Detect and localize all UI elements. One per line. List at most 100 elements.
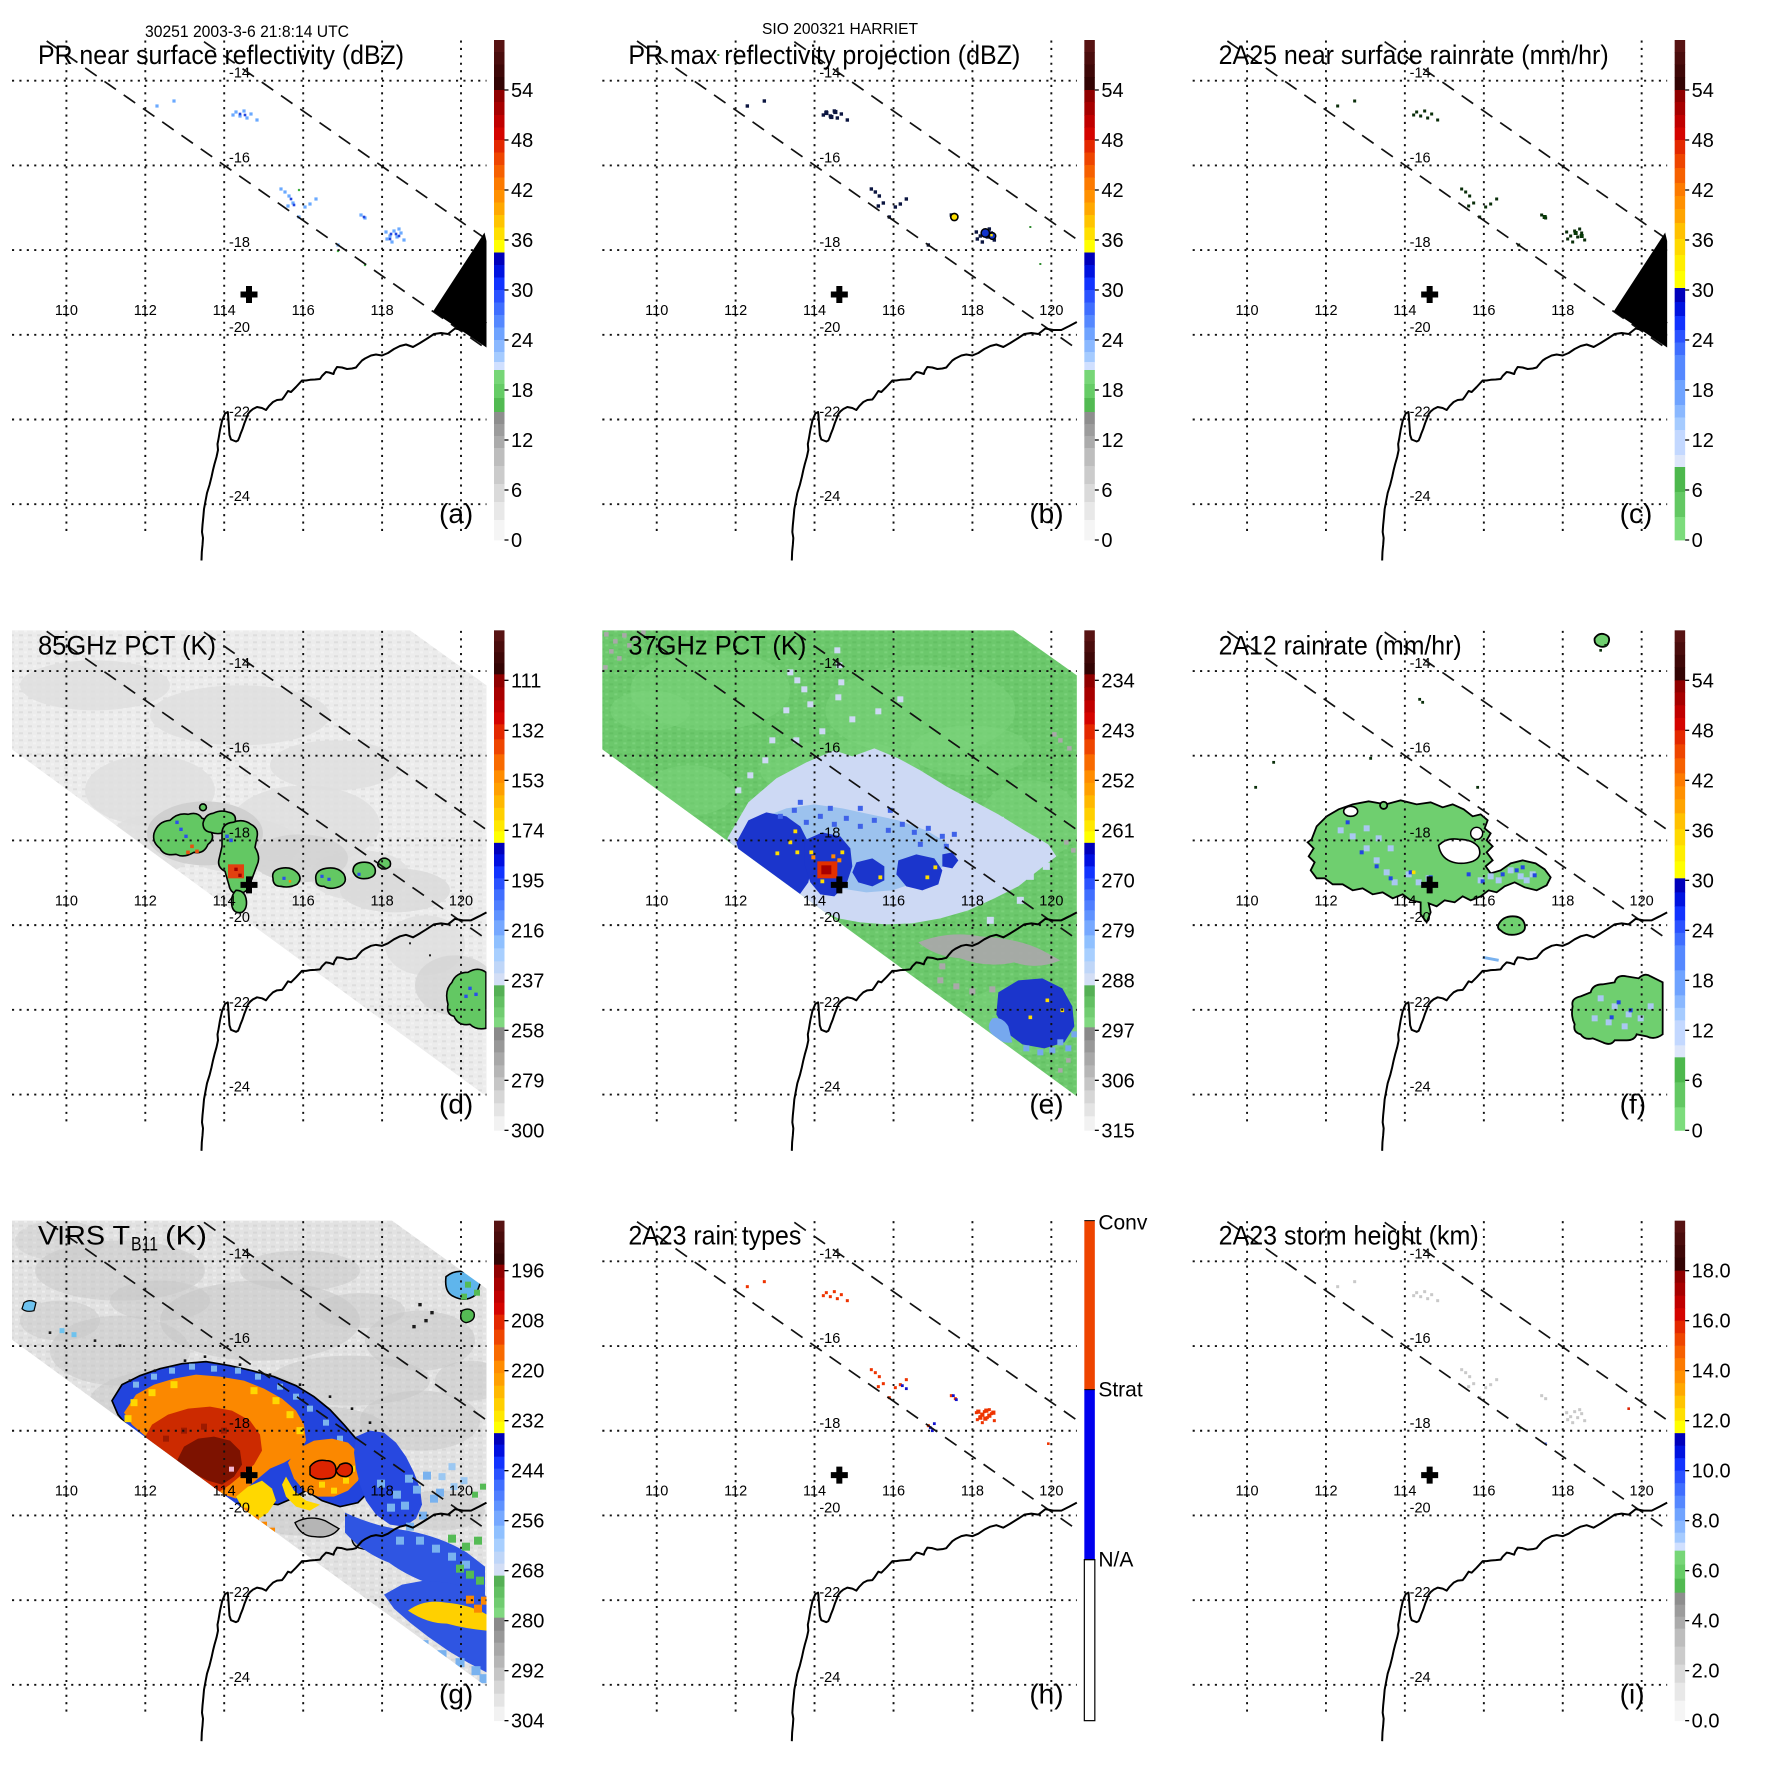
svg-text:0: 0 [1692,1120,1703,1142]
svg-text:42: 42 [1692,770,1714,792]
svg-text:304: 304 [511,1711,544,1733]
svg-text:30: 30 [1101,280,1123,302]
svg-text:174: 174 [511,820,544,842]
svg-text:SIO 200321 HARRIET: SIO 200321 HARRIET [762,21,918,38]
svg-text:18.0: 18.0 [1692,1261,1731,1283]
svg-text:280: 280 [511,1611,544,1633]
svg-text:(g): (g) [439,1679,473,1710]
svg-text:12: 12 [1692,1020,1714,1042]
svg-text:244: 244 [511,1461,544,1483]
svg-text:24: 24 [511,330,533,352]
svg-text:2A12 rainrate (mm/hr): 2A12 rainrate (mm/hr) [1219,630,1462,660]
svg-text:0: 0 [1101,530,1112,552]
svg-text:315: 315 [1101,1120,1134,1142]
svg-text:237: 237 [511,970,544,992]
svg-text:297: 297 [1101,1020,1134,1042]
svg-text:4.0: 4.0 [1692,1611,1720,1633]
svg-text:234: 234 [1101,670,1134,692]
svg-text:(i): (i) [1620,1679,1645,1710]
svg-text:B11: B11 [131,1235,158,1256]
svg-text:12.0: 12.0 [1692,1411,1731,1433]
svg-text:6.0: 6.0 [1692,1561,1720,1583]
svg-text:0: 0 [511,530,522,552]
svg-text:85GHz PCT (K): 85GHz PCT (K) [38,630,216,660]
svg-text:208: 208 [511,1311,544,1333]
svg-text:132: 132 [511,720,544,742]
svg-text:42: 42 [1692,180,1714,202]
svg-text:220: 220 [511,1361,544,1383]
svg-text:0.0: 0.0 [1692,1711,1720,1733]
svg-text:8.0: 8.0 [1692,1511,1720,1533]
svg-text:VIRS T: VIRS T [38,1221,130,1251]
svg-text:153: 153 [511,770,544,792]
svg-text:12: 12 [1101,430,1123,452]
svg-text:48: 48 [1692,130,1714,152]
svg-text:6: 6 [1692,480,1703,502]
svg-text:252: 252 [1101,770,1134,792]
svg-text:232: 232 [511,1411,544,1433]
svg-text:261: 261 [1101,820,1134,842]
svg-text:10.0: 10.0 [1692,1461,1731,1483]
svg-text:24: 24 [1692,920,1714,942]
svg-text:36: 36 [1692,820,1714,842]
svg-text:(f): (f) [1620,1088,1646,1119]
svg-text:36: 36 [1101,230,1123,252]
svg-text:216: 216 [511,920,544,942]
svg-text:18: 18 [1692,970,1714,992]
svg-text:36: 36 [511,230,533,252]
svg-text:6: 6 [1101,480,1112,502]
svg-text:(b): (b) [1029,498,1063,529]
svg-text:12: 12 [1692,430,1714,452]
svg-text:16.0: 16.0 [1692,1311,1731,1333]
svg-text:54: 54 [1101,80,1123,102]
svg-text:12: 12 [511,430,533,452]
svg-text:6: 6 [1692,1070,1703,1092]
svg-text:6: 6 [511,480,522,502]
svg-text:30: 30 [1692,870,1714,892]
svg-text:54: 54 [1692,670,1714,692]
svg-text:48: 48 [511,130,533,152]
svg-text:30: 30 [1692,280,1714,302]
svg-text:2A23 storm height (km): 2A23 storm height (km) [1219,1221,1479,1251]
svg-text:270: 270 [1101,870,1134,892]
svg-text:(K): (K) [165,1221,207,1251]
svg-text:30: 30 [511,280,533,302]
svg-text:37GHz PCT (K): 37GHz PCT (K) [628,630,806,660]
svg-text:196: 196 [511,1261,544,1283]
svg-text:36: 36 [1692,230,1714,252]
svg-text:288: 288 [1101,970,1134,992]
svg-text:2A25 near surface rainrate (mm: 2A25 near surface rainrate (mm/hr) [1219,40,1609,70]
svg-text:243: 243 [1101,720,1134,742]
svg-text:30251 2003-3-6 21:8:14 UTC: 30251 2003-3-6 21:8:14 UTC [145,22,349,41]
svg-text:18: 18 [1101,380,1123,402]
svg-text:195: 195 [511,870,544,892]
svg-text:300: 300 [511,1120,544,1142]
svg-text:256: 256 [511,1511,544,1533]
svg-text:48: 48 [1692,720,1714,742]
svg-text:14.0: 14.0 [1692,1361,1731,1383]
svg-text:279: 279 [511,1070,544,1092]
svg-text:(h): (h) [1029,1679,1063,1710]
svg-text:24: 24 [1692,330,1714,352]
svg-text:111: 111 [511,670,541,692]
svg-text:0: 0 [1692,530,1703,552]
svg-text:18: 18 [511,380,533,402]
svg-text:258: 258 [511,1020,544,1042]
svg-text:PR near surface reflectivity (: PR near surface reflectivity (dBZ) [38,40,404,70]
svg-text:Conv: Conv [1098,1212,1148,1235]
svg-text:42: 42 [511,180,533,202]
svg-text:18: 18 [1692,380,1714,402]
svg-text:54: 54 [511,80,533,102]
svg-text:(a): (a) [439,498,473,529]
svg-text:42: 42 [1101,180,1123,202]
svg-text:24: 24 [1101,330,1123,352]
svg-text:268: 268 [511,1561,544,1583]
svg-text:(e): (e) [1029,1088,1063,1119]
svg-text:54: 54 [1692,80,1714,102]
svg-text:2A23 rain types: 2A23 rain types [628,1221,801,1251]
svg-text:48: 48 [1101,130,1123,152]
svg-text:279: 279 [1101,920,1134,942]
svg-text:292: 292 [511,1661,544,1683]
svg-text:Strat: Strat [1098,1379,1143,1402]
svg-text:(d): (d) [439,1088,473,1119]
